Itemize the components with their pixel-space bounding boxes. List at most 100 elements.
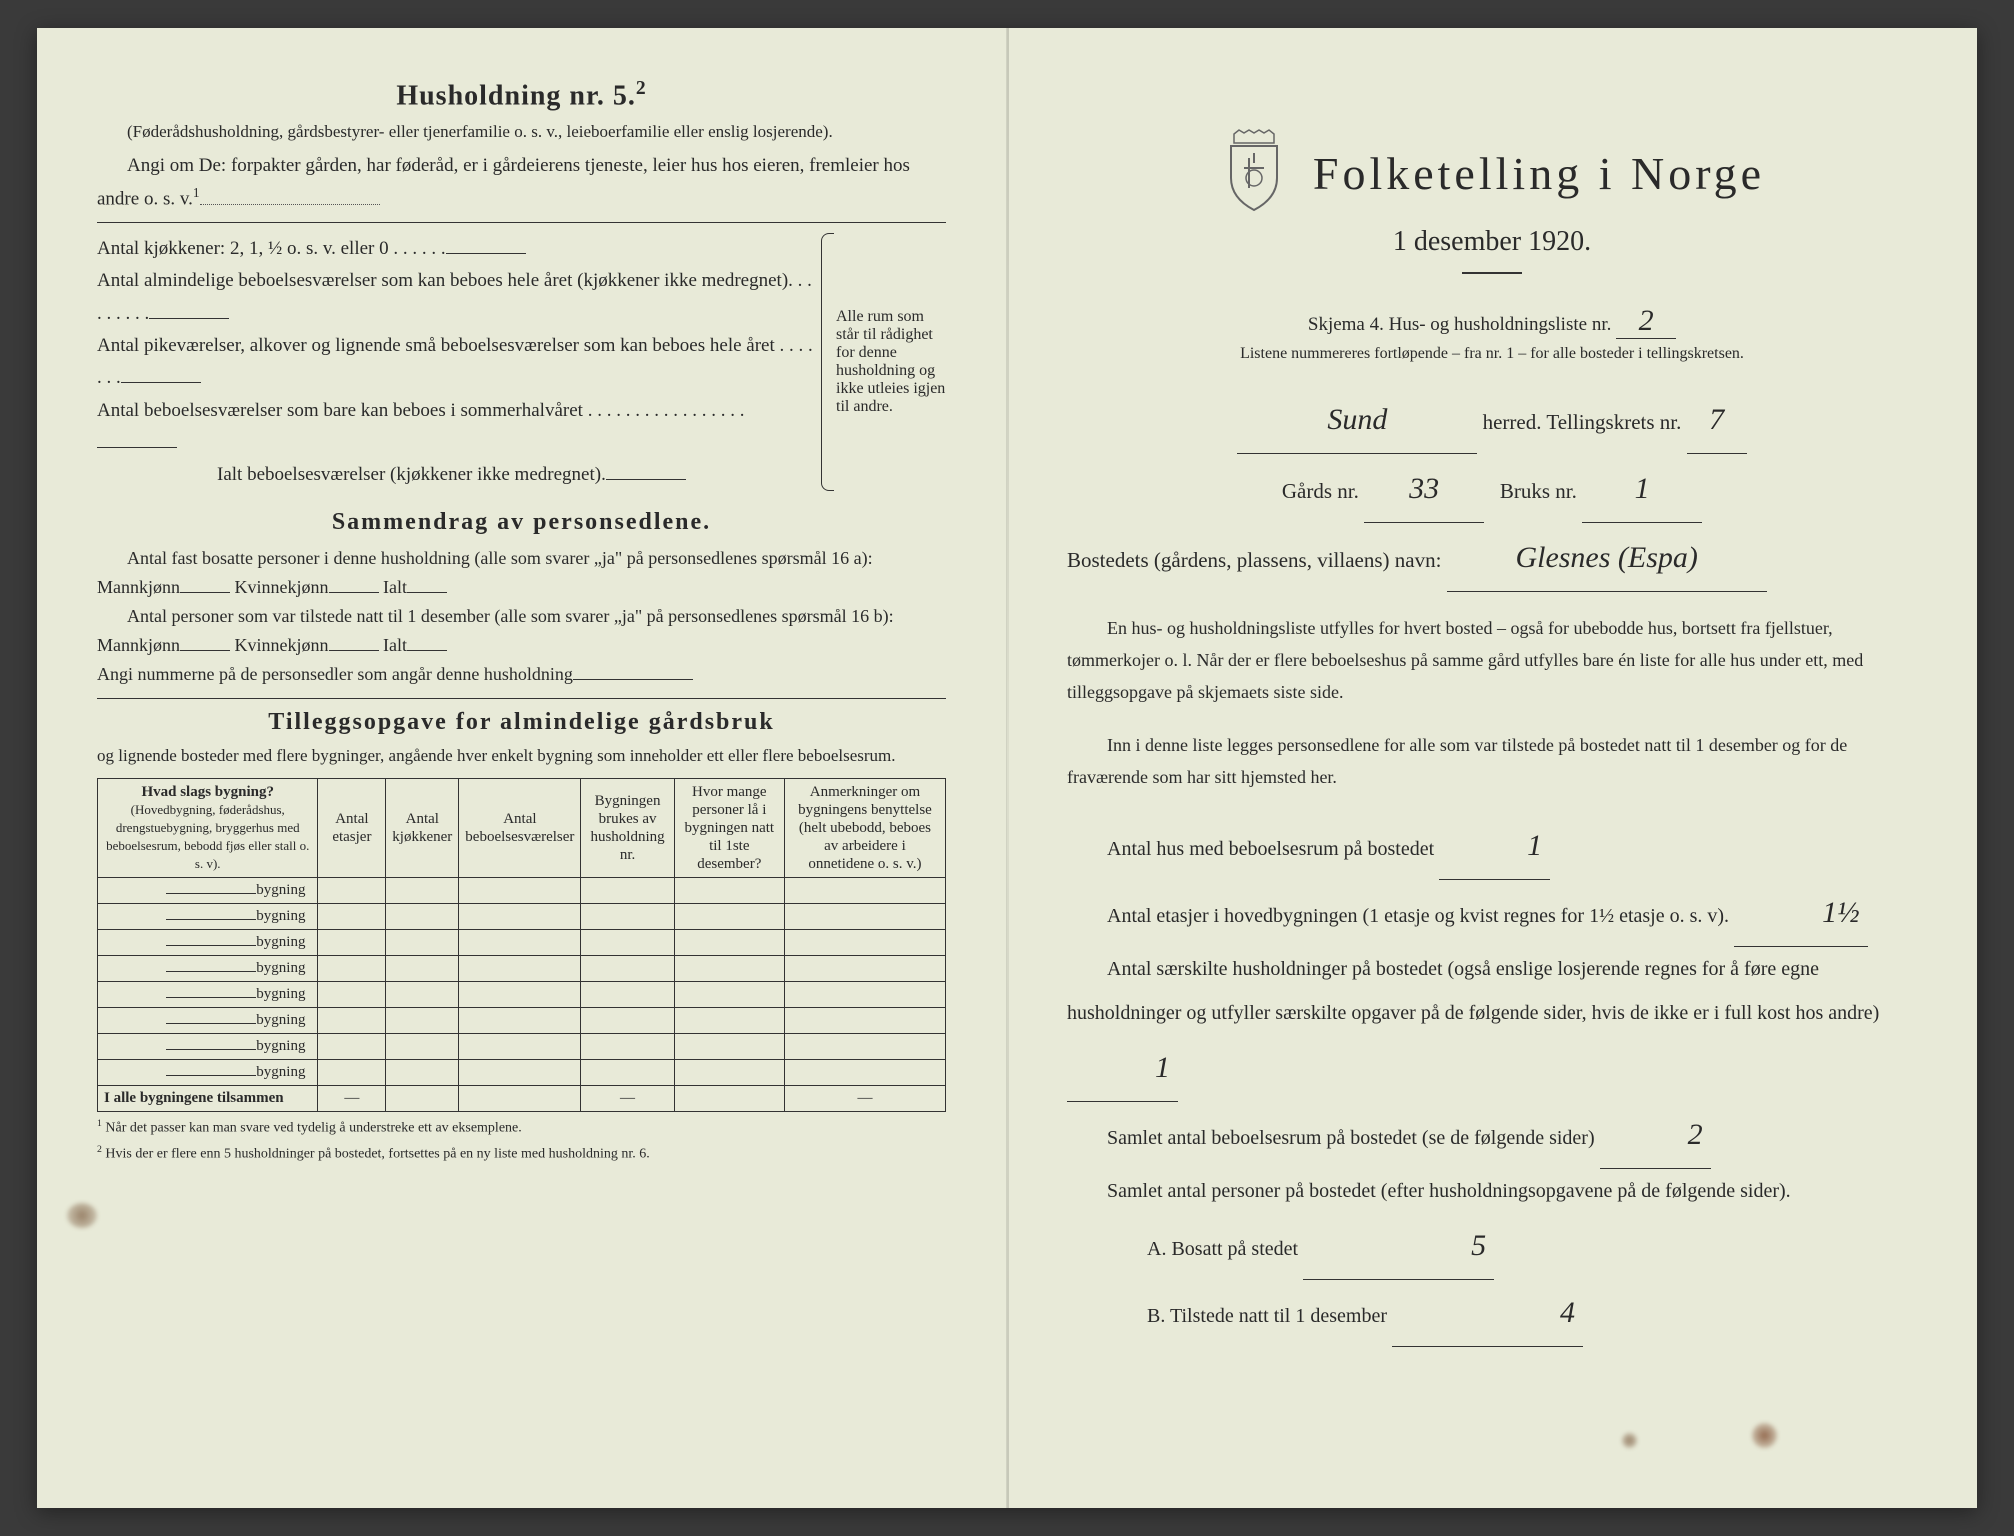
bruks-field: 1 <box>1582 456 1702 523</box>
tillegg-sub: og lignende bosteder med flere bygninger… <box>97 744 946 768</box>
q3-line: Antal særskilte husholdninger på bostede… <box>1067 947 1917 1102</box>
row-label: bygning <box>256 1012 305 1028</box>
kitchen-field <box>446 253 526 254</box>
rooms1-field <box>149 318 229 319</box>
right-page: Folketelling i Norge 1 desember 1920. Sk… <box>1007 28 1977 1508</box>
bosted-line: Bostedets (gårdens, plassens, villaens) … <box>1067 525 1917 592</box>
q2-line: Antal etasjer i hovedbygningen (1 etasje… <box>1067 880 1917 947</box>
table-row: bygning <box>98 878 946 904</box>
summary-line-3: Angi nummerne på de personsedler som ang… <box>97 660 946 689</box>
aa-field: 5 <box>1303 1213 1494 1280</box>
bosted-value: Glesnes (Espa) <box>1507 525 1705 591</box>
bosted-field: Glesnes (Espa) <box>1447 525 1767 592</box>
col-notes: Anmerkninger om bygningens benyttelse (h… <box>784 779 945 878</box>
rooms-list: Antal kjøkkener: 2, 1, ½ o. s. v. eller … <box>97 233 816 491</box>
qa-label: A. Bosatt på stedet <box>1147 1238 1298 1260</box>
summary-heading: Sammendrag av personsedlene. <box>97 509 946 536</box>
rooms-total-field <box>606 479 686 480</box>
footnote2-text: Hvis der er flere enn 5 husholdninger på… <box>105 1147 649 1162</box>
summary3-text: Angi nummerne på de personsedler som ang… <box>97 664 573 684</box>
q2-text: Antal etasjer i hovedbygningen (1 etasje… <box>1107 905 1729 927</box>
summary1-m <box>180 592 230 593</box>
rooms3-field <box>97 447 177 448</box>
col-kitchens: Antal kjøkkener <box>386 779 459 878</box>
herred-value: Sund <box>1319 387 1395 453</box>
form-id-prefix: Skjema 4. Hus- og husholdningsliste nr. <box>1308 314 1611 335</box>
col-household: Bygningen brukes av husholdning nr. <box>581 779 674 878</box>
paper-stain <box>67 1203 97 1228</box>
table-row: bygning <box>98 1060 946 1086</box>
kvinne1: Kvinnekjønn <box>235 577 329 597</box>
form-note: Listene nummereres fortløpende – fra nr.… <box>1067 345 1917 363</box>
buildings-table: Hvad slags bygning?(Hovedbygning, føderå… <box>97 778 946 1112</box>
rooms-total-text: Ialt beboelsesværelser (kjøkkener ikke m… <box>217 464 606 485</box>
herred-line: Sund herred. Tellingskrets nr. 7 <box>1067 387 1917 454</box>
herred-label: herred. Tellingskrets nr. <box>1483 410 1682 434</box>
left-page: Husholdning nr. 5.2 (Føderådshusholdning… <box>37 28 1007 1508</box>
q4-text: Samlet antal beboelsesrum på bostedet (s… <box>1107 1127 1595 1149</box>
qa-line: A. Bosatt på stedet 5 <box>1067 1213 1917 1280</box>
gards-line: Gårds nr. 33 Bruks nr. 1 <box>1067 456 1917 523</box>
summary1-k <box>329 592 379 593</box>
table-body: bygning bygning bygning bygning bygning … <box>98 878 946 1112</box>
ab-field: 4 <box>1392 1280 1583 1347</box>
a3-value: 1 <box>1107 1035 1178 1101</box>
rooms2: Antal pikeværelser, alkover og lignende … <box>97 330 816 395</box>
angi-line: Angi om De: forpakter gården, har føderå… <box>97 150 946 216</box>
summary-line-2: Antal personer som var tilstede natt til… <box>97 602 946 660</box>
tillegg-heading: Tilleggsopgave for almindelige gårdsbruk <box>97 709 946 736</box>
row-label: bygning <box>256 1064 305 1080</box>
row-label: bygning <box>256 882 305 898</box>
rooms2-field <box>121 382 201 383</box>
gards-field: 33 <box>1364 456 1484 523</box>
angi-sup: 1 <box>193 185 200 200</box>
main-title: Folketelling i Norge <box>1313 147 1765 200</box>
household-sup: 2 <box>636 78 647 99</box>
table-header-row: Hvad slags bygning?(Hovedbygning, føderå… <box>98 779 946 878</box>
a3-field: 1 <box>1067 1035 1178 1102</box>
q4-line: Samlet antal beboelsesrum på bostedet (s… <box>1067 1102 1917 1169</box>
summary1-i <box>407 592 447 593</box>
table-row: bygning <box>98 1008 946 1034</box>
krets-value: 7 <box>1701 387 1732 453</box>
col-type: Hvad slags bygning?(Hovedbygning, føderå… <box>98 779 318 878</box>
rooms-total: Ialt beboelsesværelser (kjøkkener ikke m… <box>97 459 816 491</box>
kvinne2: Kvinnekjønn <box>235 635 329 655</box>
col-floors: Antal etasjer <box>318 779 386 878</box>
row-label: bygning <box>256 986 305 1002</box>
rooms1-text: Antal almindelige beboelsesværelser som … <box>97 270 793 291</box>
census-document: Husholdning nr. 5.2 (Føderådshusholdning… <box>37 28 1977 1508</box>
gards-label: Gårds nr. <box>1282 479 1359 503</box>
row-label: bygning <box>256 908 305 924</box>
summary1-text: Antal fast bosatte personer i denne hush… <box>97 548 873 597</box>
herred-field: Sund <box>1237 387 1477 454</box>
ab-value: 4 <box>1472 1280 1583 1346</box>
rooms1: Antal almindelige beboelsesværelser som … <box>97 265 816 330</box>
rooms3: Antal beboelsesværelser som bare kan beb… <box>97 395 816 460</box>
table-row: bygning <box>98 930 946 956</box>
kitchen-line: Antal kjøkkener: 2, 1, ½ o. s. v. eller … <box>97 233 816 265</box>
table-row: bygning <box>98 1034 946 1060</box>
angi-field <box>200 204 380 205</box>
summary3-field <box>573 679 693 680</box>
a2-field: 1½ <box>1734 880 1868 947</box>
footnote-2: 2 Hvis der er flere enn 5 husholdninger … <box>97 1144 946 1164</box>
household-subtitle: (Føderådshusholdning, gårdsbestyrer- ell… <box>97 120 946 144</box>
table-total-row: I alle bygningene tilsammen——— <box>98 1086 946 1112</box>
ialt1: Ialt <box>383 577 407 597</box>
summary2-i <box>407 650 447 651</box>
list-nr-field: 2 <box>1616 304 1676 339</box>
kitchen-text: Antal kjøkkener: 2, 1, ½ o. s. v. eller … <box>97 238 389 259</box>
aa-value: 5 <box>1383 1213 1494 1279</box>
rooms3-text: Antal beboelsesværelser som bare kan beb… <box>97 400 583 421</box>
bosted-label: Bostedets (gårdens, plassens, villaens) … <box>1067 548 1441 572</box>
document-header: Folketelling i Norge 1 desember 1920. <box>1067 128 1917 274</box>
bruks-label: Bruks nr. <box>1500 479 1577 503</box>
col-persons: Hvor mange personer lå i bygningen natt … <box>674 779 784 878</box>
summary-line-1: Antal fast bosatte personer i denne hush… <box>97 544 946 602</box>
form-id-line: Skjema 4. Hus- og husholdningsliste nr. … <box>1067 304 1917 339</box>
col1-text: Hvad slags bygning? <box>141 784 274 800</box>
bruks-value: 1 <box>1627 456 1658 522</box>
q3-text: Antal særskilte husholdninger på bostede… <box>1067 958 1879 1024</box>
household-heading-text: Husholdning nr. 5. <box>396 80 636 111</box>
